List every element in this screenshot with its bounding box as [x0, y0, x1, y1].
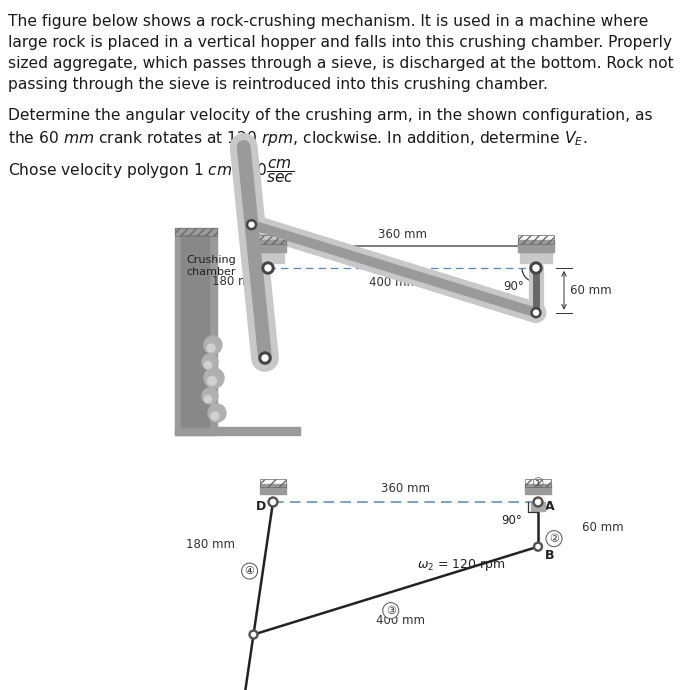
- Circle shape: [530, 262, 542, 274]
- Circle shape: [262, 355, 268, 361]
- Bar: [518, 235, 554, 244]
- Circle shape: [262, 262, 274, 274]
- Text: 180 mm: 180 mm: [186, 538, 235, 551]
- Circle shape: [259, 352, 271, 364]
- Text: D: D: [255, 500, 266, 513]
- Text: 60 mm: 60 mm: [570, 284, 612, 297]
- Circle shape: [204, 336, 222, 354]
- Text: ④: ④: [244, 566, 255, 576]
- Circle shape: [268, 497, 278, 507]
- Bar: [525, 479, 551, 487]
- Text: 360 mm: 360 mm: [381, 482, 430, 495]
- Text: ①: ①: [532, 477, 544, 491]
- Text: Determine the angular velocity of the crushing arm, in the shown configuration, : Determine the angular velocity of the cr…: [8, 108, 653, 123]
- Bar: [175, 427, 300, 435]
- Circle shape: [205, 395, 212, 402]
- Text: 400 mm: 400 mm: [377, 614, 425, 627]
- Bar: [175, 228, 217, 435]
- Circle shape: [546, 531, 562, 546]
- Text: A: A: [545, 500, 555, 513]
- Bar: [520, 243, 552, 263]
- Bar: [260, 479, 286, 487]
- Circle shape: [251, 633, 255, 637]
- Circle shape: [265, 265, 271, 271]
- Circle shape: [533, 497, 543, 507]
- Bar: [518, 240, 554, 252]
- Text: chamber: chamber: [186, 267, 235, 277]
- Circle shape: [202, 354, 218, 370]
- Bar: [175, 228, 217, 236]
- Circle shape: [249, 630, 258, 639]
- Circle shape: [202, 388, 218, 404]
- Bar: [181, 235, 209, 427]
- Bar: [252, 243, 284, 263]
- Bar: [250, 235, 286, 244]
- Text: 180 mm: 180 mm: [212, 275, 261, 288]
- Circle shape: [271, 500, 276, 504]
- Text: sized aggregate, which passes through a sieve, is discharged at the bottom. Rock: sized aggregate, which passes through a …: [8, 56, 674, 71]
- Text: 60 mm: 60 mm: [582, 521, 624, 534]
- Text: Crushing: Crushing: [186, 255, 236, 265]
- Circle shape: [534, 542, 542, 551]
- Circle shape: [204, 368, 224, 388]
- Circle shape: [246, 219, 257, 230]
- Text: 360 mm: 360 mm: [377, 228, 427, 241]
- Circle shape: [211, 412, 219, 420]
- Circle shape: [205, 362, 212, 368]
- Text: large rock is placed in a vertical hopper and falls into this crushing chamber. : large rock is placed in a vertical hoppe…: [8, 35, 672, 50]
- Circle shape: [534, 310, 539, 315]
- Text: 90°: 90°: [504, 279, 524, 293]
- Bar: [525, 484, 551, 494]
- Circle shape: [536, 544, 540, 549]
- Text: ②: ②: [549, 533, 559, 544]
- Text: ③: ③: [386, 606, 396, 615]
- Text: The figure below shows a rock-crushing mechanism. It is used in a machine where: The figure below shows a rock-crushing m…: [8, 14, 649, 29]
- Text: $\omega_2$ = 120 rpm: $\omega_2$ = 120 rpm: [417, 557, 506, 573]
- Text: Chose velocity polygon 1 $cm$ : 10$\dfrac{cm}{sec}$: Chose velocity polygon 1 $cm$ : 10$\dfra…: [8, 158, 294, 185]
- Circle shape: [207, 377, 216, 386]
- Circle shape: [249, 222, 254, 227]
- Bar: [260, 484, 286, 494]
- Circle shape: [383, 602, 399, 619]
- Text: passing through the sieve is reintroduced into this crushing chamber.: passing through the sieve is reintroduce…: [8, 77, 548, 92]
- Text: 400 mm: 400 mm: [370, 276, 418, 289]
- Circle shape: [535, 500, 541, 504]
- Bar: [531, 502, 545, 511]
- Text: B: B: [545, 549, 555, 562]
- Bar: [250, 240, 286, 252]
- Circle shape: [533, 265, 539, 271]
- Circle shape: [531, 308, 541, 317]
- Text: the 60 $mm$ crank rotates at 120 $rpm$, clockwise. In addition, determine $V_E$.: the 60 $mm$ crank rotates at 120 $rpm$, …: [8, 129, 587, 148]
- Text: 90°: 90°: [502, 513, 523, 526]
- Circle shape: [207, 344, 215, 352]
- Circle shape: [208, 404, 226, 422]
- Circle shape: [242, 563, 258, 579]
